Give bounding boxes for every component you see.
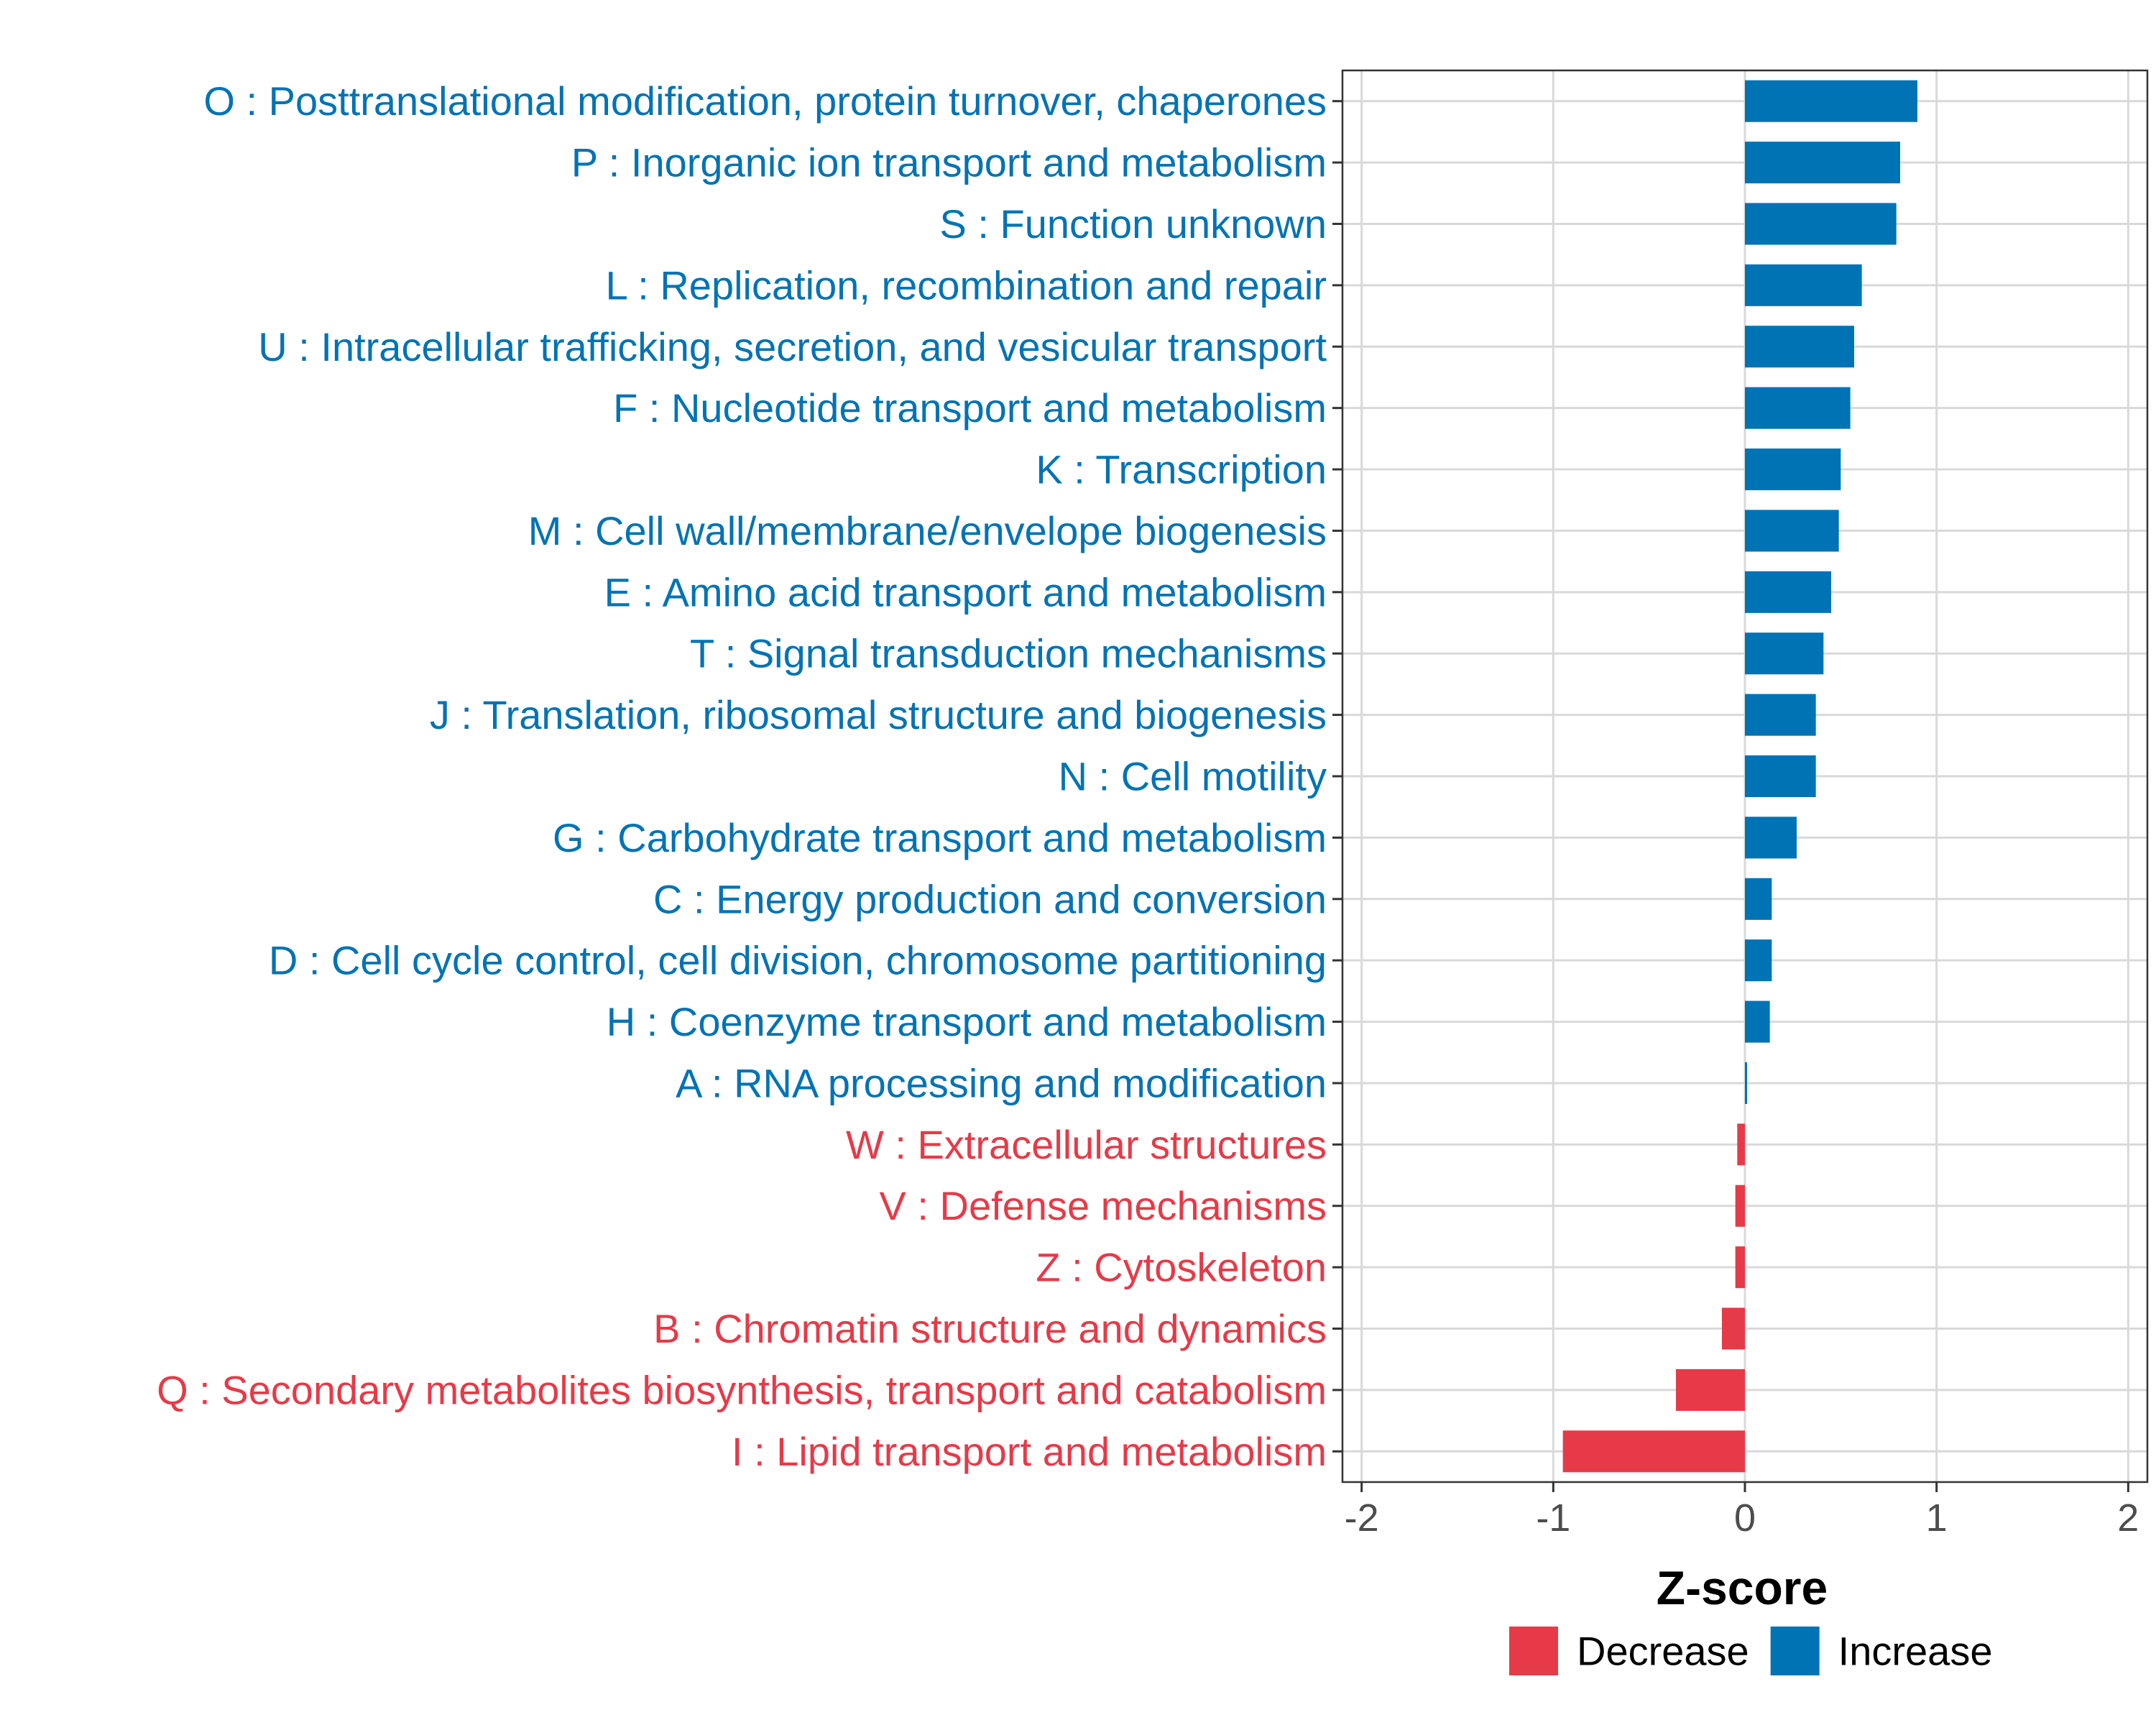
category-label: A : RNA processing and modification <box>676 1060 1327 1105</box>
legend-key <box>1509 1627 1558 1675</box>
bar <box>1745 694 1816 736</box>
category-label: P : Inorganic ion transport and metaboli… <box>571 140 1327 185</box>
bar <box>1745 387 1851 429</box>
category-label: G : Carbohydrate transport and metabolis… <box>553 815 1327 860</box>
category-label: V : Defense mechanisms <box>880 1183 1327 1228</box>
bars <box>1562 80 1917 1473</box>
bar <box>1737 1123 1745 1166</box>
x-tick-label: 2 <box>2117 1496 2139 1540</box>
bar <box>1735 1184 1745 1227</box>
category-label: M : Cell wall/membrane/envelope biogenes… <box>528 508 1327 553</box>
bar <box>1745 939 1772 982</box>
bar <box>1745 448 1841 491</box>
category-label: K : Transcription <box>1036 447 1327 492</box>
category-label: Z : Cytoskeleton <box>1036 1245 1327 1290</box>
legend-label: Decrease <box>1577 1629 1749 1674</box>
category-label: I : Lipid transport and metabolism <box>732 1429 1327 1474</box>
bar <box>1745 571 1831 613</box>
legend-key <box>1770 1627 1820 1675</box>
category-label: U : Intracellular trafficking, secretion… <box>258 324 1327 369</box>
bar <box>1745 142 1900 184</box>
category-label: W : Extracellular structures <box>846 1122 1327 1167</box>
bar <box>1562 1430 1745 1473</box>
x-tick-label: 0 <box>1734 1496 1756 1540</box>
bar <box>1745 510 1839 552</box>
bar <box>1745 1000 1770 1043</box>
bar <box>1745 816 1797 859</box>
bar <box>1735 1246 1745 1289</box>
x-tick-label: -2 <box>1345 1496 1379 1540</box>
x-tick-label: -1 <box>1536 1496 1570 1540</box>
bar <box>1745 80 1917 122</box>
category-label: N : Cell motility <box>1059 754 1327 799</box>
category-label: Q : Secondary metabolites biosynthesis, … <box>157 1367 1327 1412</box>
legend: Decrease Increase <box>1509 1627 1992 1675</box>
y-axis-labels: O : Posttranslational modification, prot… <box>157 78 1327 1474</box>
category-label: S : Function unknown <box>939 201 1327 247</box>
bar <box>1745 878 1772 920</box>
category-label: E : Amino acid transport and metabolism <box>604 569 1327 615</box>
y-axis-ticks <box>1332 100 1342 1453</box>
bar <box>1745 264 1862 306</box>
category-label: J : Translation, ribosomal structure and… <box>430 692 1327 737</box>
x-axis-ticks: -2 -1 0 1 2 <box>1345 1482 2139 1540</box>
category-label: D : Cell cycle control, cell division, c… <box>269 938 1327 983</box>
x-axis-title: Z-score <box>1657 1561 1828 1614</box>
x-tick-label: 1 <box>1926 1496 1948 1540</box>
category-label: T : Signal transduction mechanisms <box>690 631 1327 676</box>
category-label: O : Posttranslational modification, prot… <box>203 78 1327 124</box>
legend-label: Increase <box>1838 1629 1993 1674</box>
bar <box>1745 203 1897 245</box>
category-label: F : Nucleotide transport and metabolism <box>613 385 1327 431</box>
bar <box>1722 1307 1745 1350</box>
bar <box>1745 632 1824 675</box>
category-label: C : Energy production and conversion <box>653 876 1327 921</box>
bar <box>1745 755 1816 798</box>
bar <box>1745 326 1854 368</box>
bar <box>1676 1368 1745 1411</box>
category-label: L : Replication, recombination and repai… <box>606 262 1327 308</box>
category-label: B : Chromatin structure and dynamics <box>653 1306 1327 1351</box>
category-label: H : Coenzyme transport and metabolism <box>607 999 1327 1044</box>
bar <box>1745 1062 1747 1104</box>
